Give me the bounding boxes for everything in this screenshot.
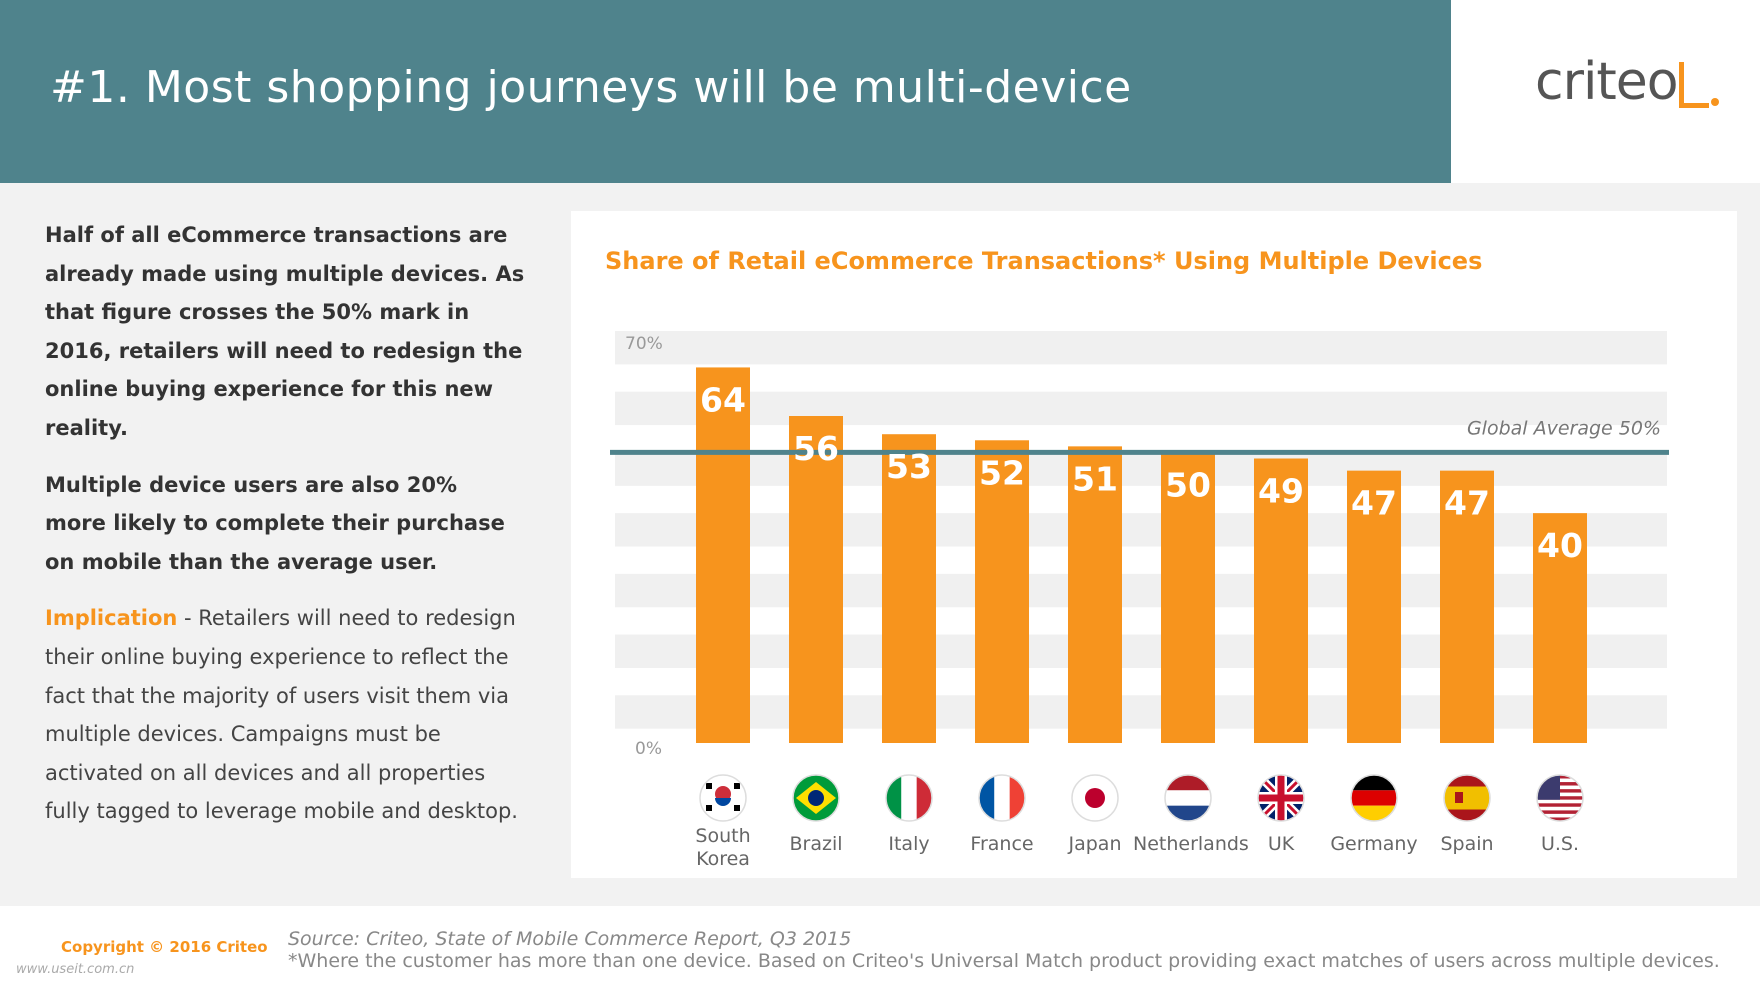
bar-value-label: 52 [979,453,1025,492]
country-label-line: UK [1267,833,1295,855]
bar [1347,470,1401,743]
bar [1161,452,1215,743]
header-banner: #1. Most shopping journeys will be multi… [0,0,1451,183]
footnote: *Where the customer has more than one de… [288,950,1720,972]
brazil-flag-icon [792,774,840,822]
south-korea-flag-icon [699,774,747,822]
summary-paragraph-2: Multiple device users are also 20% more … [45,472,505,574]
country-label: Japan [1040,833,1150,856]
grid-stripe [615,573,1667,608]
grid-stripe [615,695,1667,729]
japan-flag-icon [1071,774,1119,822]
bar [882,434,936,743]
criteo-logo-mark-icon [1679,62,1709,108]
bar [1440,470,1494,743]
uk-flag-icon [1257,774,1305,822]
grid-stripe [615,513,1667,547]
bar [1533,513,1587,743]
bar-value-label: 56 [793,429,839,468]
bar [789,416,843,743]
bar-value-label: 53 [886,447,932,486]
country-label: Netherlands [1133,833,1249,856]
bar-value-label: 51 [1072,459,1118,498]
country-label-line: Netherlands [1133,833,1249,855]
global-average-label: Global Average 50% [1467,417,1661,439]
criteo-logo: criteo [1535,52,1679,112]
country-label: Spain [1412,833,1522,856]
bar [696,367,750,743]
country-label: U.S. [1505,833,1615,856]
copyright: Copyright © 2016 Criteo [61,938,268,956]
bar-chart: 70% 0% Global Average 50% 64 56 53 52 51 50 49 47 4… [610,331,1669,822]
footer: Copyright © 2016 Criteo www.useit.com.cn… [0,906,1760,990]
bar [1254,458,1308,743]
implication-paragraph: Implication - Retailers will need to red… [45,599,525,831]
watermark: www.useit.com.cn [16,962,135,977]
country-label: Germany [1319,833,1429,856]
country-label: France [947,833,1057,856]
spain-flag-icon [1443,774,1491,822]
netherlands-flag-icon [1164,774,1212,822]
country-label: South Korea [668,825,778,871]
criteo-logo-dot-icon [1711,98,1719,106]
grid-stripe [615,452,1667,486]
country-label-line: Brazil [789,833,843,855]
bar-value-label: 47 [1351,484,1397,523]
chart-panel: Share of Retail eCommerce Transactions* … [571,211,1737,878]
country-label-line: U.S. [1540,833,1580,855]
summary-text: Half of all eCommerce transactions are a… [45,216,525,849]
page-title: #1. Most shopping journeys will be multi… [50,62,1132,113]
country-label-line: South [695,825,751,847]
chart-title: Share of Retail eCommerce Transactions* … [605,247,1483,275]
us-flag-icon [1536,774,1584,822]
country-label: UK [1226,833,1336,856]
country-label-line: Italy [888,833,930,855]
country-label-line: Korea [696,848,750,870]
y-tick-label: 0% [635,739,662,759]
bar-value-label: 40 [1537,526,1583,565]
bar-value-label: 47 [1444,484,1490,523]
summary-paragraph-1: Half of all eCommerce transactions are a… [45,223,525,440]
y-tick-label: 70% [625,334,663,354]
chart-grid [615,331,1667,729]
country-label-line: Spain [1440,833,1494,855]
germany-flag-icon [1350,774,1398,822]
implication-text: - Retailers will need to redesign their … [45,606,518,824]
grid-stripe [615,634,1667,668]
country-label: Brazil [761,833,871,856]
bar-value-label: 64 [700,380,746,419]
implication-label: Implication [45,606,178,631]
country-label-line: Japan [1068,833,1122,855]
source-note: Source: Criteo, State of Mobile Commerce… [288,928,852,950]
bar [1068,446,1122,743]
country-label: Italy [854,833,964,856]
bar-value-label: 49 [1258,472,1304,511]
logo-area: criteo [1451,0,1760,183]
bar-value-label: 50 [1165,465,1211,504]
italy-flag-icon [885,774,933,822]
country-label-line: France [970,833,1034,855]
country-label-line: Germany [1330,833,1418,855]
grid-stripe [615,331,1667,365]
france-flag-icon [978,774,1026,822]
bar [975,440,1029,743]
